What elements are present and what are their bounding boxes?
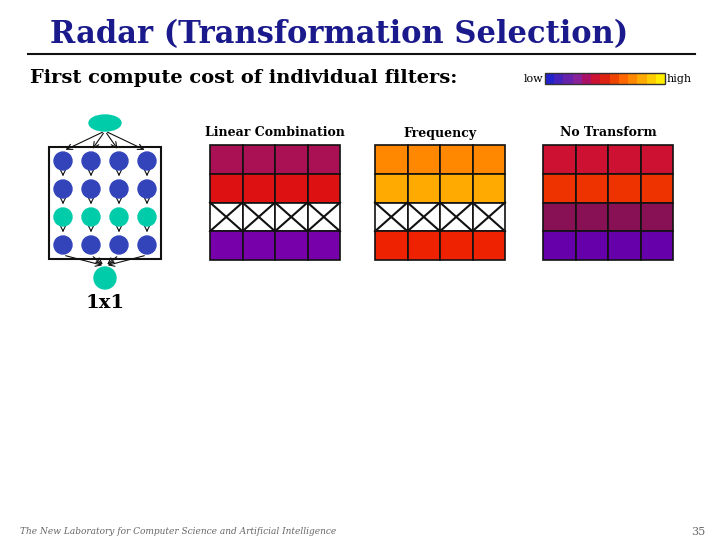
Circle shape — [82, 180, 100, 198]
Bar — [608, 174, 641, 202]
Bar — [575, 202, 608, 231]
Bar — [554, 73, 564, 84]
Bar — [440, 231, 472, 260]
Bar — [243, 202, 275, 231]
Bar — [275, 145, 307, 174]
Bar — [641, 202, 673, 231]
Bar — [472, 174, 505, 202]
Text: Frequency: Frequency — [403, 126, 477, 139]
Bar — [307, 231, 340, 260]
Text: 35: 35 — [690, 527, 705, 537]
Bar — [543, 202, 575, 231]
Circle shape — [82, 208, 100, 226]
Bar — [608, 231, 641, 260]
Bar — [543, 145, 575, 174]
Bar — [575, 145, 608, 174]
Bar — [275, 202, 307, 231]
Text: high: high — [667, 73, 692, 84]
Bar — [564, 73, 572, 84]
Bar — [375, 145, 408, 174]
Bar — [545, 73, 665, 84]
Bar — [610, 73, 619, 84]
Bar — [408, 202, 440, 231]
Bar — [210, 231, 243, 260]
Bar — [575, 174, 608, 202]
Bar — [375, 202, 408, 231]
Bar — [600, 73, 610, 84]
Bar — [375, 231, 408, 260]
Bar — [307, 174, 340, 202]
Bar — [641, 231, 673, 260]
Circle shape — [54, 180, 72, 198]
Bar — [243, 231, 275, 260]
Circle shape — [82, 236, 100, 254]
Bar — [243, 174, 275, 202]
Bar — [591, 73, 600, 84]
Bar — [49, 147, 161, 259]
Circle shape — [54, 152, 72, 170]
Bar — [472, 231, 505, 260]
Text: The New Laboratory for Computer Science and Artificial Intelligence: The New Laboratory for Computer Science … — [20, 528, 336, 537]
Text: low: low — [523, 73, 543, 84]
Circle shape — [110, 152, 128, 170]
Bar — [543, 231, 575, 260]
Bar — [307, 202, 340, 231]
Text: No Transform: No Transform — [559, 126, 657, 139]
Bar — [275, 174, 307, 202]
Bar — [440, 202, 472, 231]
Circle shape — [138, 236, 156, 254]
Text: 1x1: 1x1 — [86, 294, 125, 312]
Bar — [408, 145, 440, 174]
Text: First compute cost of individual filters:: First compute cost of individual filters… — [30, 69, 457, 87]
Circle shape — [138, 152, 156, 170]
Circle shape — [110, 236, 128, 254]
Bar — [628, 73, 637, 84]
Circle shape — [54, 208, 72, 226]
Ellipse shape — [89, 115, 121, 131]
Bar — [210, 174, 243, 202]
Bar — [608, 202, 641, 231]
Text: Linear Combination: Linear Combination — [205, 126, 345, 139]
Bar — [647, 73, 656, 84]
Bar — [619, 73, 628, 84]
Bar — [472, 145, 505, 174]
Bar — [543, 174, 575, 202]
Circle shape — [82, 152, 100, 170]
Bar — [307, 145, 340, 174]
Circle shape — [138, 180, 156, 198]
Bar — [641, 174, 673, 202]
Bar — [582, 73, 591, 84]
Bar — [375, 174, 408, 202]
Circle shape — [110, 208, 128, 226]
Bar — [408, 174, 440, 202]
Bar — [243, 145, 275, 174]
Bar — [472, 202, 505, 231]
Circle shape — [110, 180, 128, 198]
Bar — [440, 145, 472, 174]
Circle shape — [94, 267, 116, 289]
Circle shape — [54, 236, 72, 254]
Bar — [440, 174, 472, 202]
Bar — [608, 145, 641, 174]
Bar — [637, 73, 647, 84]
Bar — [275, 231, 307, 260]
Bar — [575, 231, 608, 260]
Bar — [408, 231, 440, 260]
Bar — [210, 145, 243, 174]
Bar — [210, 202, 243, 231]
Bar — [656, 73, 665, 84]
Text: Radar (Transformation Selection): Radar (Transformation Selection) — [50, 19, 629, 51]
Bar — [572, 73, 582, 84]
Bar — [641, 145, 673, 174]
Bar — [545, 73, 554, 84]
Circle shape — [138, 208, 156, 226]
